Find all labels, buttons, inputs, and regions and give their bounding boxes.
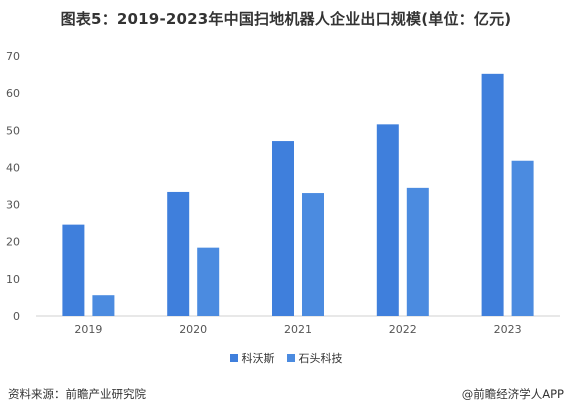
bar-series1 <box>167 191 190 316</box>
x-tick-label: 2021 <box>284 323 312 336</box>
brand-text: @前瞻经济学人APP <box>461 387 564 401</box>
chart-title: 图表5：2019-2023年中国扫地机器人企业出口规模(单位：亿元) <box>60 10 512 28</box>
y-tick-label: 10 <box>6 273 20 286</box>
legend-item-series2: 石头科技 <box>286 350 343 366</box>
x-tick-label: 2019 <box>74 323 102 336</box>
y-tick-label: 60 <box>6 87 20 100</box>
y-tick-label: 30 <box>6 199 20 212</box>
bar-series2 <box>406 187 429 316</box>
legend-swatch-series1 <box>229 354 238 362</box>
bar-series2 <box>92 295 115 316</box>
y-tick-label: 70 <box>6 50 20 63</box>
bar-series2 <box>197 247 220 316</box>
legend: 科沃斯 石头科技 <box>0 350 572 366</box>
x-tick-label: 2020 <box>179 323 207 336</box>
bar-series1 <box>272 141 294 316</box>
bar-series2 <box>302 193 324 316</box>
x-tick-label: 2022 <box>389 323 417 336</box>
legend-swatch-series2 <box>286 354 295 362</box>
bar-series1 <box>481 73 504 316</box>
x-tick-label: 2023 <box>494 323 522 336</box>
source-text: 资料来源：前瞻产业研究院 <box>8 387 146 401</box>
y-tick-label: 20 <box>6 236 20 249</box>
legend-label-series2: 石头科技 <box>298 352 343 365</box>
bar-series1 <box>62 224 85 316</box>
legend-label-series1: 科沃斯 <box>241 352 275 365</box>
bar-series1 <box>376 124 399 316</box>
bar-series2 <box>511 160 534 316</box>
y-tick-label: 40 <box>6 161 20 174</box>
y-tick-label: 50 <box>6 124 20 137</box>
y-tick-label: 0 <box>13 310 20 323</box>
legend-item-series1: 科沃斯 <box>229 350 275 366</box>
